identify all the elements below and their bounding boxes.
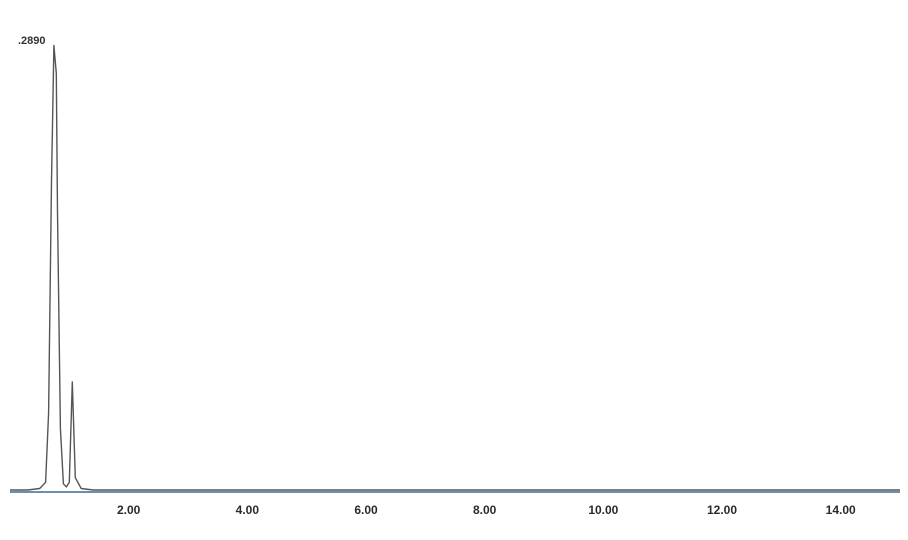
series-group: [10, 44, 900, 491]
x-tick-label: 6.00: [354, 503, 378, 517]
x-tick-label: 4.00: [236, 503, 260, 517]
series-line: [10, 44, 900, 491]
x-tick-label: 10.00: [588, 503, 618, 517]
x-tick-label: 2.00: [117, 503, 141, 517]
x-tick-label: 8.00: [473, 503, 497, 517]
x-tick-label: 12.00: [707, 503, 737, 517]
x-tick-labels: 2.00 4.00 6.00 8.00 10.00 12.00 14.00: [117, 503, 856, 517]
y-max-label: .2890: [18, 35, 46, 47]
x-tick-label: 14.00: [826, 503, 856, 517]
